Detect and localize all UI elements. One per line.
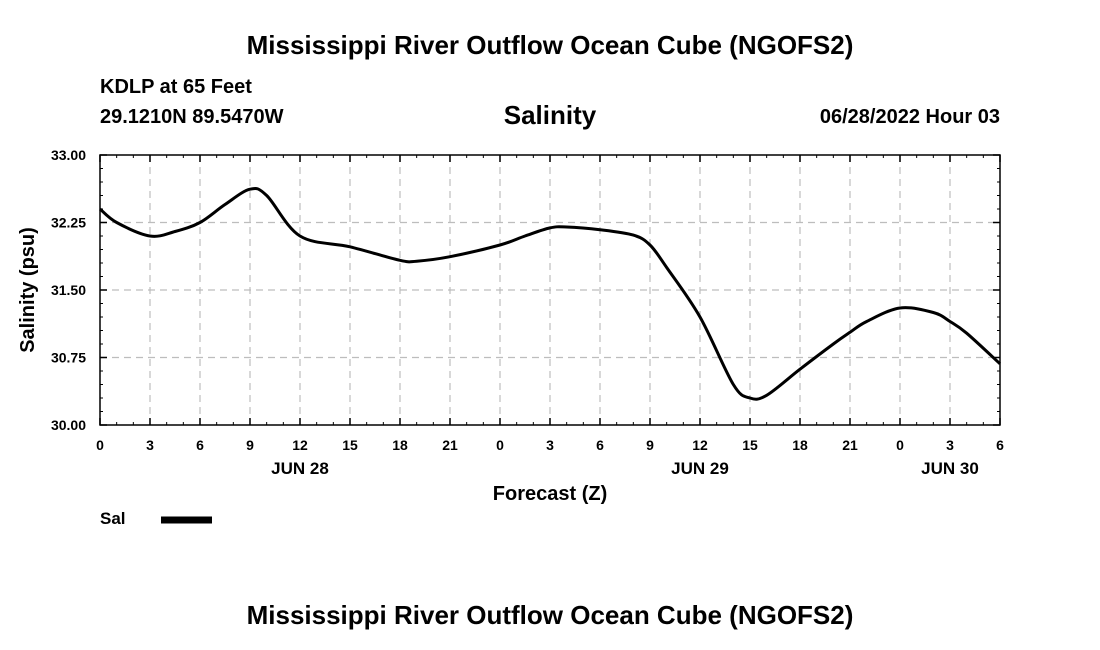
x-tick-label: 12 [292, 437, 308, 453]
y-tick-label: 30.75 [51, 350, 86, 366]
legend-label: Sal [100, 509, 126, 528]
forecast-datetime: 06/28/2022 Hour 03 [819, 106, 1000, 128]
x-tick-label: 9 [246, 437, 254, 453]
station-label: KDLP at 65 Feet [100, 76, 252, 98]
x-tick-label: 3 [146, 437, 154, 453]
x-tick-label: 15 [342, 437, 358, 453]
x-tick-label: 18 [392, 437, 408, 453]
plot-frame [99, 154, 1001, 426]
station-coordinates: 29.1210N 89.5470W [100, 106, 284, 128]
day-label: JUN 29 [671, 459, 729, 478]
x-tick-label: 0 [496, 437, 504, 453]
x-tick-label: 6 [196, 437, 204, 453]
x-tick-label: 21 [442, 437, 458, 453]
x-tick-label: 9 [646, 437, 654, 453]
salinity-series-line [99, 186, 1002, 401]
y-tick-label: 30.00 [51, 417, 86, 433]
x-tick-label: 6 [996, 437, 1004, 453]
day-label: JUN 30 [921, 459, 979, 478]
x-tick-label: 0 [96, 437, 104, 453]
y-tick-label: 31.50 [51, 282, 86, 298]
y-tick-labels: 30.00 30.75 31.50 32.25 33.00 [51, 147, 86, 433]
y-tick-label: 33.00 [51, 147, 86, 163]
x-axis-label: Forecast (Z) [493, 483, 607, 505]
x-tick-label: 21 [842, 437, 858, 453]
day-labels: JUN 28 JUN 29 JUN 30 [271, 459, 979, 478]
y-axis-label: Salinity (psu) [17, 227, 39, 353]
footer-title: Mississippi River Outflow Ocean Cube (NG… [246, 600, 854, 630]
x-tick-label: 18 [792, 437, 808, 453]
y-tick-label: 32.25 [51, 215, 86, 231]
x-tick-labels: 0 3 6 9 12 15 18 21 0 3 6 9 12 15 18 21 0 3 6 [96, 437, 1004, 453]
x-tick-label: 6 [596, 437, 604, 453]
day-label: JUN 28 [271, 459, 329, 478]
x-tick-label: 3 [546, 437, 554, 453]
x-tick-label: 3 [946, 437, 954, 453]
chart-title: Mississippi River Outflow Ocean Cube (NG… [246, 30, 854, 60]
x-tick-label: 15 [742, 437, 758, 453]
x-tick-label: 12 [692, 437, 708, 453]
variable-title: Salinity [503, 100, 597, 130]
x-tick-label: 0 [896, 437, 904, 453]
grid-lines [100, 155, 1000, 425]
